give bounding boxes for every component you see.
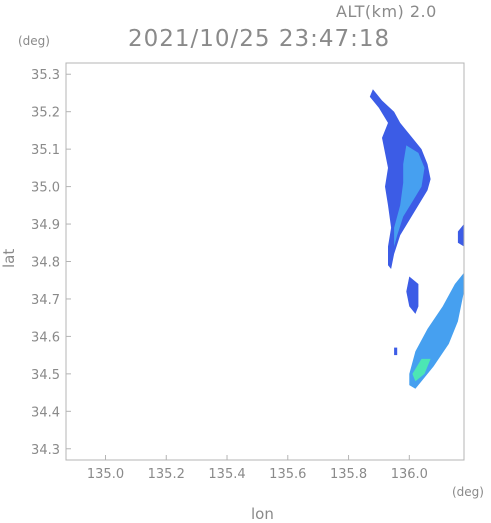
- y-ticks: 34.3 34.4 34.5 34.6 34.7 34.8 34.9 35.0 35.1 35.2…: [31, 68, 71, 458]
- y-tick-label: 34.4: [31, 405, 60, 420]
- echo-region-eastern-edge: [457, 224, 464, 247]
- x-tick-label: 135.2: [148, 467, 185, 482]
- x-axis-label: lon: [251, 505, 274, 523]
- y-tick-label: 35.2: [31, 106, 60, 121]
- echo-region-small-west-cell: [394, 347, 398, 356]
- x-tick-label: 135.8: [330, 467, 367, 482]
- x-axis-unit: (deg): [452, 485, 484, 499]
- y-tick-label: 34.7: [31, 293, 60, 308]
- echo-region-northern-band: [369, 89, 431, 269]
- x-tick-label: 135.0: [87, 467, 124, 482]
- y-tick-label: 35.3: [31, 68, 60, 83]
- echo-region-northern-core: [394, 145, 425, 247]
- y-tick-label: 34.6: [31, 330, 60, 345]
- x-tick-label: 135.4: [208, 467, 245, 482]
- echo-region-southern-core: [412, 358, 431, 382]
- altitude-label: ALT(km) 2.0: [336, 2, 437, 21]
- x-tick-label: 135.6: [269, 467, 306, 482]
- y-tick-label: 35.0: [31, 181, 60, 196]
- x-tick-label: 136.0: [391, 467, 428, 482]
- y-axis-unit: (deg): [18, 34, 50, 48]
- x-ticks: 135.0 135.2 135.4 135.6 135.8 136.0: [87, 455, 428, 482]
- y-tick-label: 35.1: [31, 143, 60, 158]
- y-tick-label: 34.3: [31, 443, 60, 458]
- plot-frame: [65, 62, 465, 461]
- echo-layer: [369, 89, 464, 389]
- y-tick-label: 34.8: [31, 256, 60, 271]
- y-tick-label: 34.9: [31, 218, 60, 233]
- timestamp-title: 2021/10/25 23:47:18: [128, 26, 391, 52]
- y-tick-label: 34.5: [31, 368, 60, 383]
- echo-region-middle-cell: [406, 276, 419, 314]
